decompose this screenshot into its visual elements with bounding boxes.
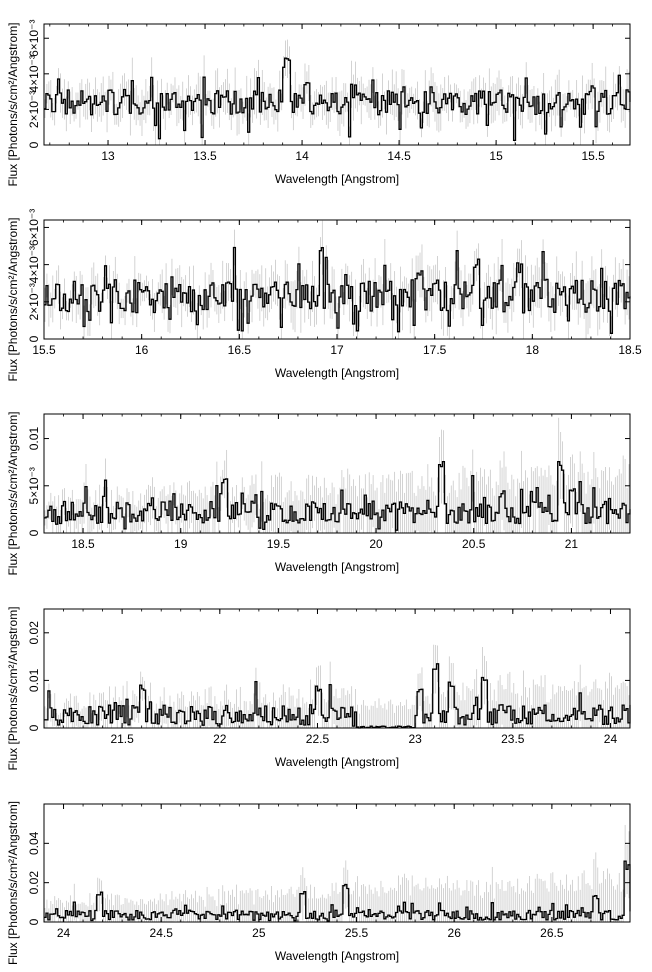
y-tick-label: 4×10⁻³ [27,246,41,283]
x-tick-label: 26 [448,926,462,940]
x-tick-label: 21.5 [110,732,134,746]
error-bars [44,39,630,145]
spectrum-panel-4: 21.5 22 22.5 23 23.5 24 0 0.01 0.02 Wavelength [A… [6,606,631,771]
y-axis-label: Flux [Photons/s/cm²/Angstrom] [6,217,20,381]
y-tick-label: 0.04 [27,831,41,855]
x-tick-label: 15.5 [32,343,56,357]
y-tick-label: 6×10⁻³ [27,209,41,246]
y-tick-label: 0.01 [27,668,41,692]
spectrum-panel-5: 24 24.5 25 25.5 26 26.5 0 0.02 0.04 Wavelength [A… [6,801,631,965]
x-tick-label: 18 [526,343,540,357]
x-tick-label: 18.5 [618,343,642,357]
x-tick-label: 18.5 [71,537,95,551]
y-tick-label: 0.01 [27,427,41,451]
plot-frame [43,803,631,923]
x-tick-label: 13 [101,149,115,163]
y-tick-label: 5×10⁻³ [27,467,41,504]
spectrum-histogram [44,246,631,334]
x-tick-label: 20.5 [462,537,486,551]
y-tick-label: 0 [27,529,41,536]
x-tick-label: 15.5 [581,149,605,163]
spectrum-histogram [44,860,631,922]
x-tick-label: 19 [174,537,188,551]
x-tick-label: 16 [135,343,149,357]
y-tick-label: 6×10⁻³ [27,20,41,57]
error-bars [44,824,630,922]
x-tick-label: 17.5 [423,343,447,357]
x-tick-label: 14 [295,149,309,163]
y-axis-label: Flux [Photons/s/cm²/Angstrom] [6,22,20,186]
x-axis-label: Wavelength [Angstrom] [275,755,399,769]
x-axis-label: Wavelength [Angstrom] [275,560,399,574]
x-tick-label: 24.5 [150,926,174,940]
x-tick-label: 23.5 [501,732,525,746]
x-tick-label: 16.5 [228,343,252,357]
spectrum-panel-3: 18.5 19 19.5 20 20.5 21 0 5×10⁻³ 0.01 Wavelength … [6,411,631,576]
x-tick-label: 23 [408,732,422,746]
x-axis-label: Wavelength [Angstrom] [275,949,399,963]
y-tick-label: 0 [27,335,41,342]
y-tick-label: 2×10⁻³ [27,91,41,128]
x-tick-label: 22 [213,732,227,746]
y-axis-label: Flux [Photons/s/cm²/Angstrom] [6,411,20,575]
spectrum-histogram [44,663,631,729]
x-tick-label: 22.5 [306,732,330,746]
y-tick-label: 0.02 [27,621,41,645]
x-tick-label: 15 [489,149,503,163]
x-tick-label: 20 [369,537,383,551]
y-tick-label: 0.02 [27,871,41,895]
spectrum-histogram [44,57,631,142]
y-tick-label: 0 [27,724,41,731]
y-tick-label: 0 [27,141,41,148]
x-tick-label: 24 [604,732,618,746]
y-axis-label: Flux [Photons/s/cm²/Angstrom] [6,801,20,965]
x-tick-label: 24 [57,926,71,940]
x-axis-label: Wavelength [Angstrom] [275,366,399,380]
x-tick-label: 17 [330,343,344,357]
x-tick-label: 25.5 [345,926,369,940]
x-tick-label: 13.5 [193,149,217,163]
y-axis-label: Flux [Photons/s/cm²/Angstrom] [6,606,20,770]
y-tick-label: 2×10⁻³ [27,283,41,320]
x-tick-label: 26.5 [540,926,564,940]
spectrum-histogram [44,460,631,531]
plot-frame [43,23,631,146]
spectrum-panel-1: 13 13.5 14 14.5 15 15.5 0 2×10⁻³4×10⁻³6×10⁻³ Wav… [6,20,631,187]
spectrum-panel-2: 15.5 16 16.5 17 17.5 18 18.5 0 2×10⁻³4×10⁻³6×10⁻… [6,209,642,382]
x-tick-label: 21 [565,537,579,551]
y-tick-label: 4×10⁻³ [27,55,41,92]
x-tick-label: 14.5 [387,149,411,163]
x-axis-label: Wavelength [Angstrom] [275,172,399,186]
x-tick-label: 25 [252,926,266,940]
error-bars [44,417,630,533]
x-tick-label: 19.5 [267,537,291,551]
y-tick-label: 0 [27,918,41,925]
